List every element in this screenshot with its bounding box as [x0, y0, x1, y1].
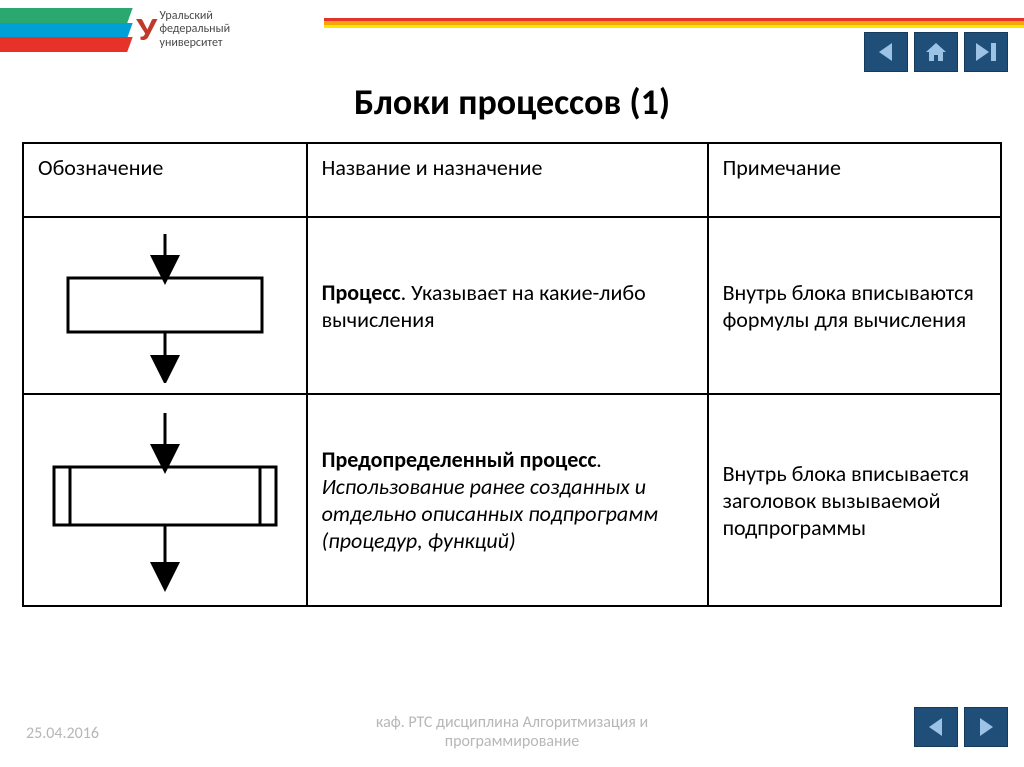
note-predefined: Внутрь блока вписывается заголовок вызыв…	[708, 394, 1001, 606]
r-stripe-3	[324, 25, 1024, 28]
triangle-left-icon	[875, 41, 897, 63]
row1-bold: Процесс	[322, 279, 401, 306]
table-row: Процесс. Указывает на какие-либо вычисле…	[23, 217, 1001, 394]
name-predefined: Предопределенный процесс. Использование …	[307, 394, 708, 606]
note-process: Внутрь блока вписываются формулы для выч…	[708, 217, 1001, 394]
page-title: Блоки процессов (1)	[0, 80, 1024, 124]
header-row: Обозначение Название и назначение Примеч…	[23, 143, 1001, 217]
next-bar-icon	[973, 41, 999, 63]
right-stripes	[324, 18, 1024, 28]
row2-bold: Предопределенный процесс	[322, 446, 597, 473]
table-row: Предопределенный процесс. Использование …	[23, 394, 1001, 606]
main-table-wrap: Обозначение Название и назначение Примеч…	[22, 142, 1002, 607]
nav-bottom	[914, 707, 1008, 747]
process-block-icon	[38, 228, 292, 383]
nav-top	[864, 32, 1008, 72]
footer-center: каф. РТС дисциплина Алгоритмизация и про…	[0, 713, 1024, 751]
university-logo: У Уральский федеральный университет	[138, 10, 230, 50]
name-process: Процесс. Указывает на какие-либо вычисле…	[307, 217, 708, 394]
th-note: Примечание	[708, 143, 1001, 217]
next-button-bottom[interactable]	[964, 707, 1008, 747]
stripe-2	[0, 23, 133, 38]
diagram-process	[23, 217, 307, 394]
left-stripes	[0, 8, 130, 52]
logo-line2: федеральный	[160, 23, 231, 36]
blocks-table: Обозначение Название и назначение Примеч…	[22, 142, 1002, 607]
th-symbol: Обозначение	[23, 143, 307, 217]
triangle-left-icon	[925, 716, 947, 738]
home-icon	[924, 41, 948, 63]
th-name: Название и назначение	[307, 143, 708, 217]
stripe-3	[0, 37, 133, 52]
triangle-right-icon	[975, 716, 997, 738]
logo-letter-y: У	[136, 12, 157, 47]
stripe-1	[0, 8, 133, 23]
home-button[interactable]	[914, 32, 958, 72]
footer-line2: программирование	[0, 732, 1024, 751]
prev-button-top[interactable]	[864, 32, 908, 72]
predefined-process-block-icon	[38, 405, 292, 595]
footer-line1: каф. РТС дисциплина Алгоритмизация и	[0, 713, 1024, 732]
prev-button-bottom[interactable]	[914, 707, 958, 747]
next-button-top[interactable]	[964, 32, 1008, 72]
diagram-predefined	[23, 394, 307, 606]
logo-line3: университет	[160, 37, 231, 50]
logo-text: Уральский федеральный университет	[160, 10, 231, 50]
